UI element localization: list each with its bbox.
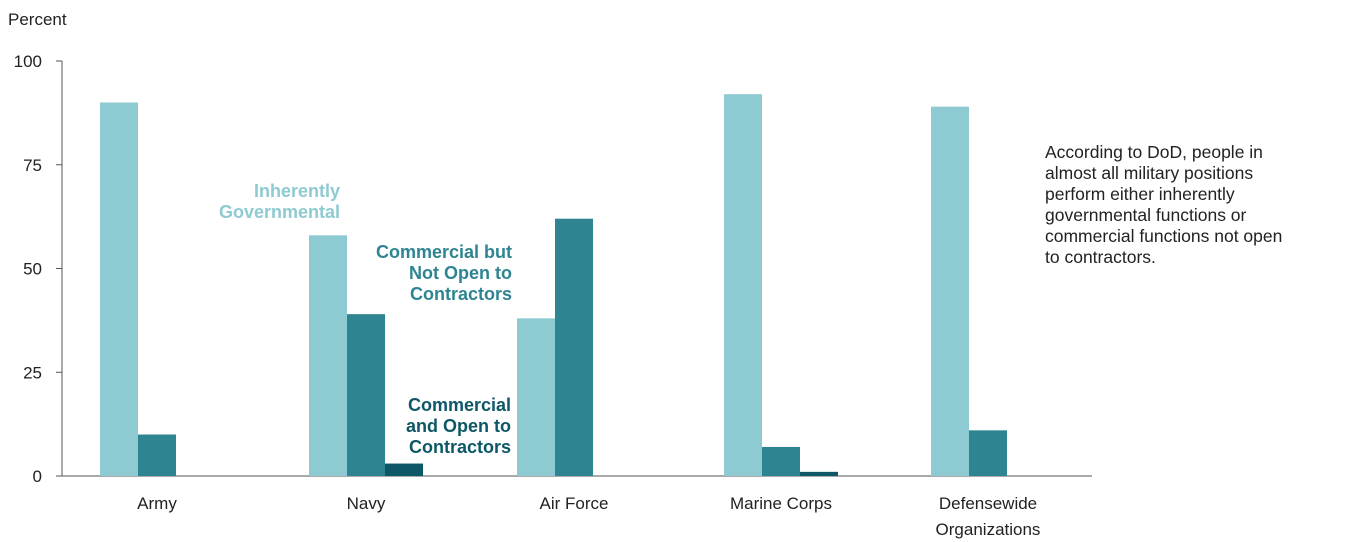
- category-label-line: Air Force: [540, 494, 609, 513]
- bar: [138, 434, 176, 476]
- series-label: Inherently Governmental: [219, 181, 340, 222]
- series-label-line: Inherently: [254, 181, 340, 201]
- category-label: Navy: [347, 494, 386, 513]
- note-line: According to DoD, people in: [1045, 142, 1263, 162]
- y-tick-label: 75: [23, 156, 42, 175]
- series-label-line: Commercial: [408, 395, 511, 415]
- category-labels: Army Navy Air Force Marine Corps Defensewide…: [137, 494, 1040, 539]
- bar: [931, 106, 969, 477]
- note-line: governmental functions or: [1045, 205, 1247, 225]
- bar: [724, 94, 762, 476]
- series-label: Commercial and Open to Contractors: [406, 395, 511, 457]
- category-label-line: Marine Corps: [730, 494, 832, 513]
- y-tick-label: 50: [23, 260, 42, 279]
- category-label: Defensewide Organizations: [936, 494, 1041, 539]
- category-label-line: Navy: [347, 494, 386, 513]
- series-label-line: Contractors: [409, 437, 511, 457]
- y-tick-label: 0: [33, 467, 42, 486]
- series-labels: Inherently Governmental Commercial but Not …: [219, 181, 512, 457]
- axes: 0 25 50 75 100: [14, 52, 1092, 486]
- category-label-line: Defensewide: [939, 494, 1037, 513]
- annotation-note: According to DoD, people in almost all m…: [1045, 142, 1335, 268]
- y-axis-title: Percent: [8, 10, 67, 29]
- bar: [800, 471, 838, 476]
- bar: [969, 430, 1007, 476]
- series-label-line: and Open to: [406, 416, 511, 436]
- series-label-line: Governmental: [219, 202, 340, 222]
- series-label-line: Not Open to: [409, 263, 512, 283]
- category-label: Marine Corps: [730, 494, 832, 513]
- note-line: almost all military positions: [1045, 163, 1254, 183]
- y-tick-label: 25: [23, 363, 42, 382]
- series-label-line: Commercial but: [376, 242, 512, 262]
- bar: [555, 218, 593, 476]
- bar: [517, 318, 555, 476]
- category-label-line: Army: [137, 494, 177, 513]
- bar: [762, 446, 800, 476]
- y-tick-label: 100: [14, 52, 42, 71]
- bar: [100, 102, 138, 476]
- bar: [347, 314, 385, 476]
- series-label: Commercial but Not Open to Contractors: [376, 242, 512, 304]
- note-line: commercial functions not open: [1045, 226, 1283, 246]
- bar: [385, 463, 423, 476]
- category-label: Air Force: [540, 494, 609, 513]
- note-line: perform either inherently: [1045, 184, 1235, 204]
- bar: [309, 235, 347, 476]
- bars: [100, 94, 1007, 477]
- note-line: to contractors.: [1045, 247, 1156, 267]
- category-label-line: Organizations: [936, 520, 1041, 539]
- series-label-line: Contractors: [410, 284, 512, 304]
- category-label: Army: [137, 494, 177, 513]
